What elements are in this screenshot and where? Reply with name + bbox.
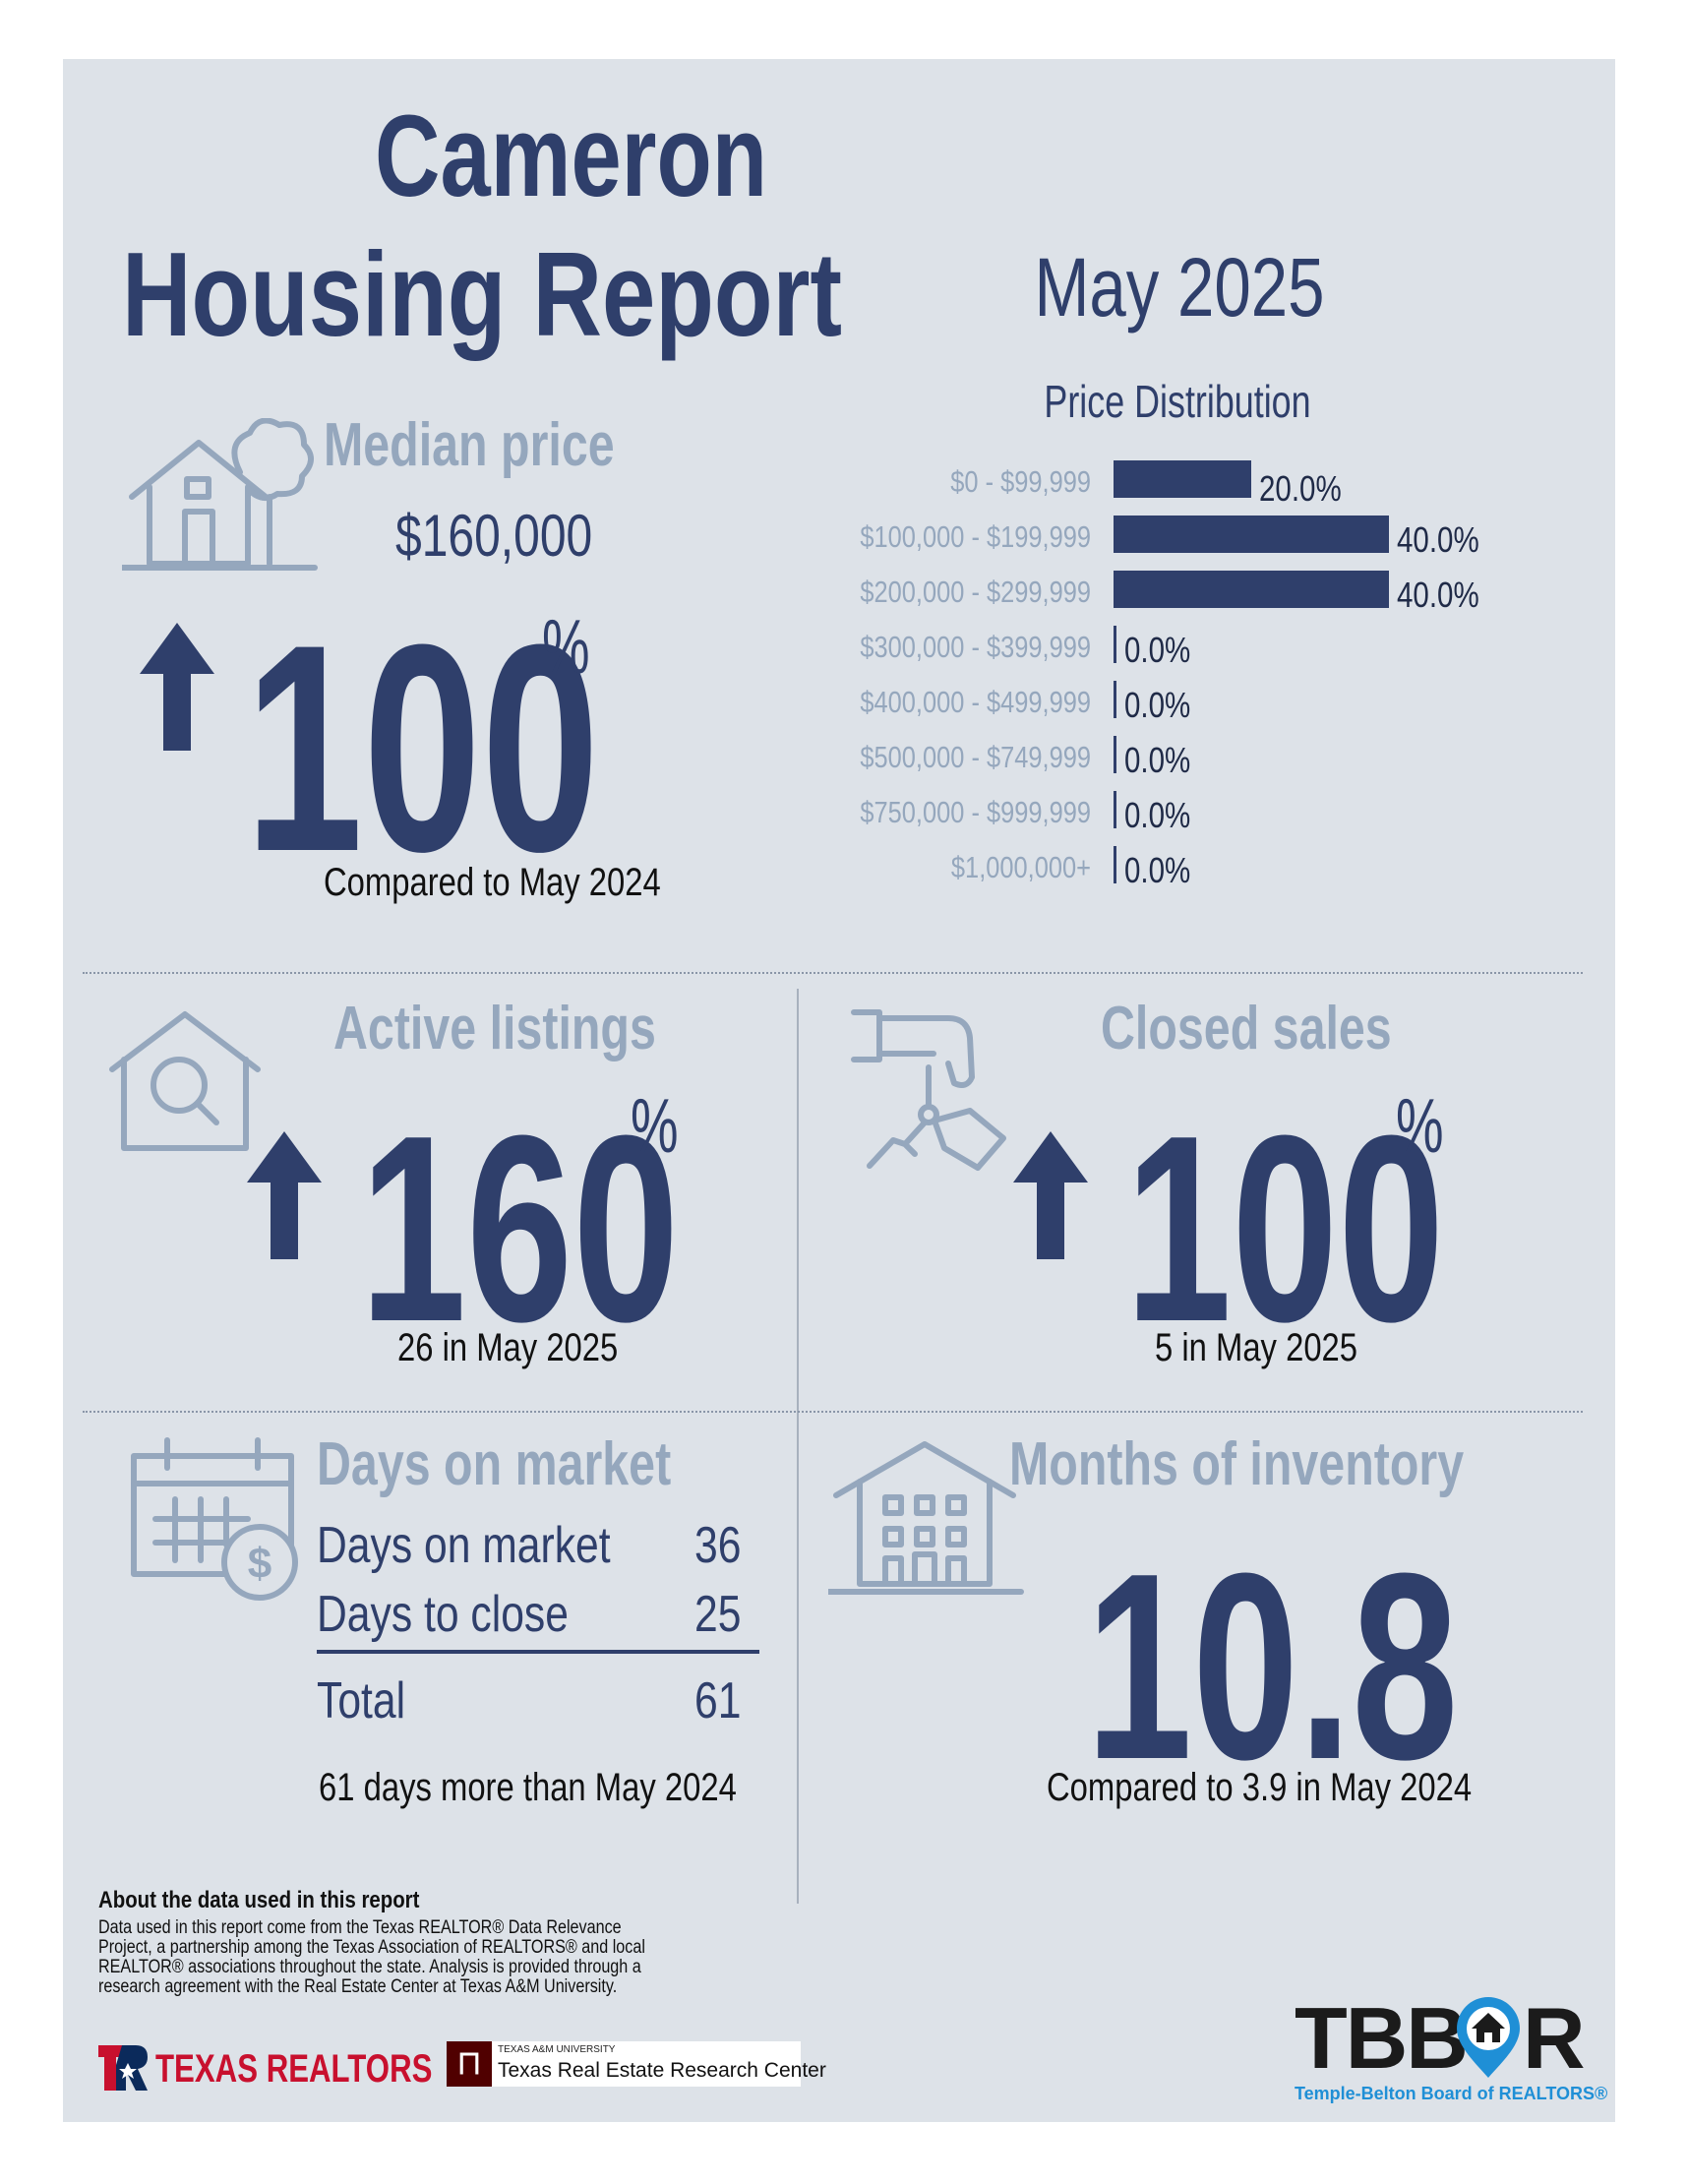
- price-distribution-title: Price Distribution: [1044, 376, 1311, 427]
- tamu-center-text: Texas Real Estate Research Center: [498, 2059, 826, 2082]
- price-distribution-chart: $0 - $99,999 20.0% $100,000 - $199,999 40.0…: [63, 59, 1615, 944]
- total-rule: [317, 1650, 759, 1654]
- price-bar: [1114, 681, 1116, 718]
- price-range-label: $500,000 - $749,999: [860, 740, 1091, 774]
- tamu-small-text: TEXAS A&M UNIVERSITY: [498, 2044, 616, 2055]
- price-range-label: $400,000 - $499,999: [860, 685, 1091, 719]
- price-range-label: $750,000 - $999,999: [860, 795, 1091, 829]
- about-text: Data used in this report come from the T…: [98, 1917, 645, 1997]
- price-range-label: $1,000,000+: [950, 850, 1091, 884]
- arrow-up-icon: [140, 623, 214, 751]
- dtc-row-value: 25: [694, 1586, 742, 1643]
- texas-realtors-logo: TEXAS REALTORS: [98, 2043, 433, 2093]
- price-bar-value: 40.0%: [1397, 575, 1479, 615]
- dom-row-label: Days on market: [317, 1517, 611, 1574]
- price-bar-value: 40.0%: [1397, 519, 1479, 560]
- dtc-row-label: Days to close: [317, 1586, 569, 1643]
- active-listings-note: 26 in May 2025: [397, 1326, 619, 1369]
- price-bar: [1114, 571, 1389, 608]
- arrow-up-icon: [1013, 1131, 1088, 1259]
- divider: [83, 1411, 1583, 1413]
- median-change-value: 100: [245, 582, 600, 913]
- tbbor-text-end: R: [1523, 1989, 1586, 2087]
- active-listings-label: Active listings: [333, 995, 656, 1062]
- price-bar-value: 0.0%: [1124, 740, 1191, 780]
- months-inventory-note: Compared to 3.9 in May 2024: [1047, 1766, 1473, 1809]
- price-bar-value: 0.0%: [1124, 795, 1191, 835]
- price-bar: [1114, 626, 1116, 663]
- price-range-label: $200,000 - $299,999: [860, 575, 1091, 609]
- median-compare-note: Compared to May 2024: [324, 861, 661, 904]
- total-value: 61: [694, 1672, 742, 1729]
- days-on-market-note: 61 days more than May 2024: [319, 1766, 737, 1809]
- price-bar-value: 0.0%: [1124, 630, 1191, 670]
- texas-realtors-mark-icon: [98, 2045, 148, 2091]
- median-price-label: Median price: [324, 411, 615, 479]
- calendar-dollar-icon: $: [131, 1437, 298, 1601]
- hand-keys-icon: [851, 1009, 1006, 1171]
- tbbor-logo: TBB R Temple-Belton Board of REALTORS®: [1295, 1989, 1607, 2104]
- report-month: May 2025: [1034, 241, 1325, 334]
- tamu-mark-icon: ⨅: [447, 2041, 492, 2087]
- active-listings-change: 160: [360, 1081, 680, 1377]
- price-bar: [1114, 846, 1116, 883]
- active-listings-pct: %: [631, 1082, 679, 1169]
- report-title: Housing Report: [122, 227, 842, 361]
- divider: [83, 972, 1583, 974]
- price-bar: [1114, 791, 1116, 828]
- price-range-label: $100,000 - $199,999: [860, 519, 1091, 554]
- months-inventory-label: Months of inventory: [1009, 1430, 1465, 1498]
- price-bar-value: 0.0%: [1124, 685, 1191, 725]
- house-tree-icon: [122, 418, 318, 571]
- tamu-logo: ⨅ TEXAS A&M UNIVERSITY Texas Real Estate…: [447, 2041, 826, 2087]
- closed-sales-pct: %: [1396, 1082, 1444, 1169]
- svg-text:$: $: [248, 1540, 271, 1588]
- dom-row-value: 36: [694, 1517, 742, 1574]
- price-bar: [1114, 736, 1116, 773]
- total-label: Total: [317, 1672, 406, 1729]
- report-panel: Cameron Housing Report May 2025 Median p…: [63, 59, 1615, 2122]
- tbbor-text-start: TBB: [1295, 1989, 1469, 2087]
- arrow-up-icon: [247, 1131, 322, 1259]
- price-range-label: $300,000 - $399,999: [860, 630, 1091, 664]
- tbbor-full-name: Temple-Belton Board of REALTORS®: [1295, 2084, 1608, 2103]
- median-change-pct: %: [542, 603, 590, 690]
- house-search-icon: [109, 1011, 261, 1151]
- location-pin-house-icon: [1457, 1997, 1520, 2078]
- median-price-value: $160,000: [395, 503, 593, 569]
- price-bar-value: 20.0%: [1259, 468, 1342, 509]
- price-bar: [1114, 516, 1389, 553]
- closed-sales-change: 100: [1125, 1081, 1445, 1377]
- closed-sales-label: Closed sales: [1101, 995, 1392, 1062]
- texas-realtors-text: TEXAS REALTORS: [155, 2047, 433, 2091]
- price-bar-value: 0.0%: [1124, 850, 1191, 890]
- report-city: Cameron: [375, 91, 767, 221]
- days-on-market-label: Days on market: [317, 1430, 672, 1498]
- about-title: About the data used in this report: [98, 1887, 420, 1913]
- price-range-label: $0 - $99,999: [950, 464, 1091, 499]
- building-icon: [828, 1441, 1024, 1595]
- closed-sales-note: 5 in May 2025: [1155, 1326, 1358, 1369]
- months-inventory-value: 10.8: [1086, 1519, 1459, 1815]
- divider-vertical: [797, 989, 799, 1904]
- price-bar: [1114, 460, 1251, 498]
